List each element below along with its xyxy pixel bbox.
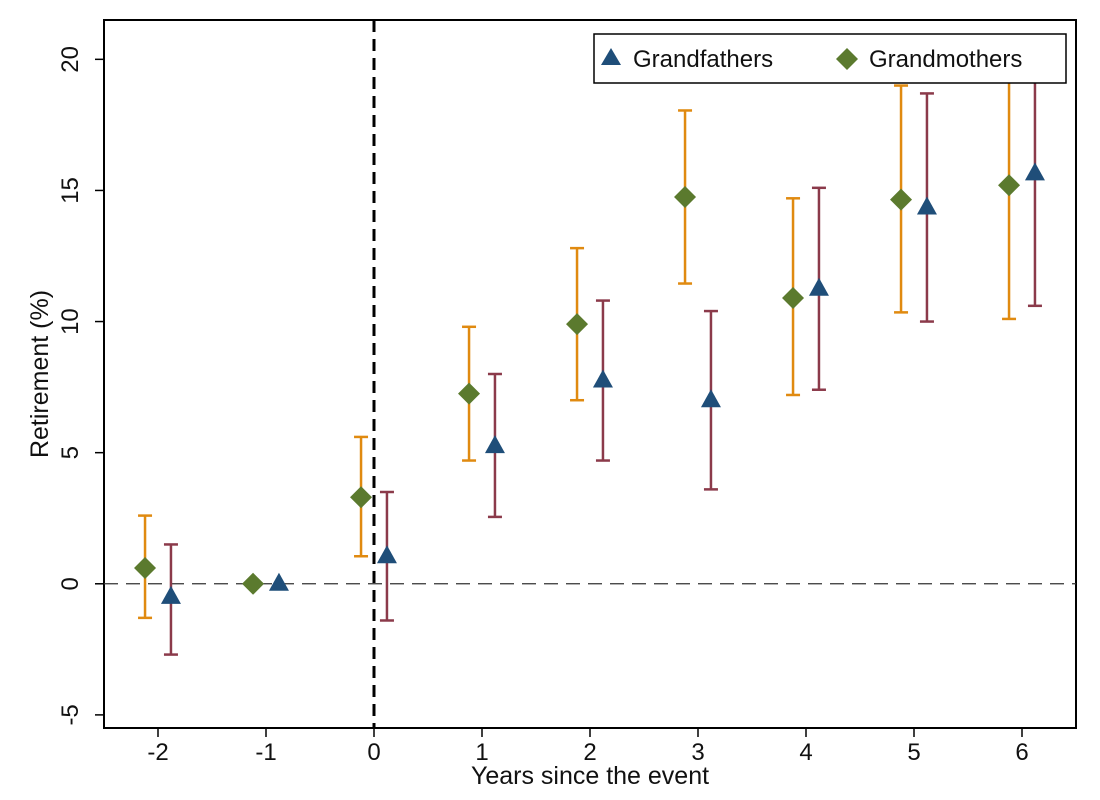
marker-grandfathers — [808, 277, 829, 296]
marker-grandfathers — [592, 369, 613, 388]
x-tick-label: 4 — [799, 739, 812, 766]
x-tick-label: 1 — [475, 739, 488, 766]
y-tick-label: 15 — [57, 177, 84, 204]
legend-label-grandmothers: Grandmothers — [869, 46, 1022, 73]
marker-grandfathers — [1024, 162, 1045, 181]
marker-grandfathers — [160, 585, 181, 604]
legend: Grandfathers Grandmothers — [593, 33, 1067, 84]
legend-box — [593, 33, 1067, 84]
marker-grandmothers — [134, 557, 157, 580]
marker-grandfathers — [700, 389, 721, 408]
marker-grandmothers — [998, 174, 1021, 197]
legend-label-grandfathers: Grandfathers — [633, 46, 773, 73]
x-tick-label: 3 — [691, 739, 704, 766]
legend-diamond-icon — [836, 48, 858, 70]
marker-grandfathers — [376, 545, 397, 564]
y-tick-label: 10 — [57, 308, 84, 335]
marker-grandfathers — [484, 435, 505, 454]
marker-grandfathers — [916, 196, 937, 215]
y-tick-label: 0 — [57, 577, 84, 590]
x-tick-label: 0 — [367, 739, 380, 766]
marker-grandmothers — [890, 188, 913, 211]
x-tick-label: -1 — [255, 739, 276, 766]
marker-grandmothers — [566, 313, 589, 336]
marker-grandmothers — [782, 286, 805, 309]
x-tick-label: 2 — [583, 739, 596, 766]
marker-grandmothers — [674, 186, 697, 208]
plot-frame — [103, 19, 1077, 729]
marker-grandmothers — [242, 572, 265, 595]
x-tick-label: 6 — [1015, 739, 1028, 766]
marker-grandmothers — [350, 486, 373, 509]
x-tick-label: -2 — [147, 739, 168, 766]
x-tick-label: 5 — [907, 739, 920, 766]
y-tick-label: -5 — [57, 704, 84, 725]
x-axis-title: Years since the event — [471, 762, 709, 790]
y-tick-label: 20 — [57, 46, 84, 73]
legend-triangle-icon — [601, 48, 621, 65]
marker-grandmothers — [458, 382, 481, 405]
marker-grandfathers — [268, 572, 289, 591]
y-tick-label: 5 — [57, 446, 84, 459]
y-axis-title: Retirement (%) — [26, 290, 54, 458]
